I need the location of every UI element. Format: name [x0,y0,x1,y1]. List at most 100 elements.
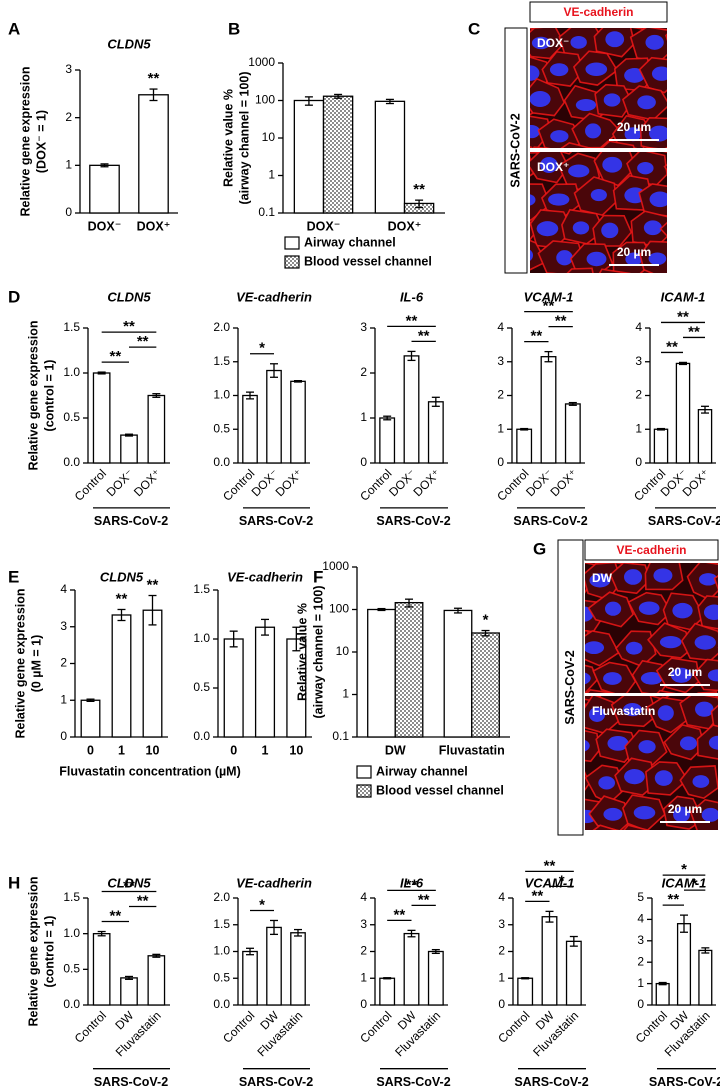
x-tick-label: DOX⁺ [273,466,306,499]
chart-title: IL-6 [400,289,424,304]
cell [639,268,654,273]
nucleus [607,735,629,751]
error-bar [569,935,578,947]
bar [379,417,396,464]
cell [586,688,615,693]
group-label: SARS-CoV-2 [94,1075,168,1089]
y-tick-label: 1.0 [213,388,230,402]
nucleus [585,672,591,685]
header-label: VE-cadherin [563,5,633,19]
significance: ** [148,70,160,87]
x-tick-label: DOX⁻ [523,466,556,499]
group-label: SARS-CoV-2 [513,514,587,528]
nucleus [673,806,690,823]
nucleus [548,193,570,206]
legend-label: Airway channel [304,235,396,249]
y-tick-label: 0.0 [213,455,230,469]
significance: * [692,876,698,893]
bar [367,608,396,738]
y-axis-label: Relative value % [221,89,235,187]
nucleus [643,220,662,236]
x-tick-label: 1 [262,743,269,757]
side-label: SARS-CoV-2 [563,650,577,724]
bar [443,609,473,738]
x-tick-label: DOX⁺ [547,466,580,499]
micrograph [530,152,711,273]
bar [92,933,111,1006]
y-tick-label: 1 [497,421,504,435]
y-axis-label: (control = 1) [42,360,56,432]
nucleus [693,186,711,201]
significance: ** [543,298,555,315]
cell [697,691,718,693]
y-tick-label: 1 [360,410,367,424]
nucleus [657,705,674,721]
error-bar [657,427,665,431]
error-bar [383,977,392,980]
significance: * [259,340,265,357]
nucleus [701,807,718,822]
group-label: SARS-CoV-2 [648,514,720,528]
y-tick-label: 0.5 [193,680,210,694]
y-tick-label: 3 [360,320,367,334]
x-tick-label: Control [495,1008,532,1045]
nucleus [572,221,590,235]
significance: ** [109,907,121,924]
nucleus [694,635,716,650]
nucleus [536,221,559,237]
error-bar [334,93,343,99]
nucleus [624,127,642,142]
tile-label: Fluvastatin [592,704,655,718]
y-axis-label: (airway channel = 100) [237,71,251,204]
significance: * [259,896,265,913]
error-bar [701,405,709,414]
nucleus [664,844,682,856]
significance: ** [555,313,567,330]
header-box [529,1,668,23]
x-tick-label: DOX⁺ [131,466,164,499]
y-axis-label: (control = 1) [42,916,56,988]
legend-label: Airway channel [376,764,468,778]
cell [560,142,592,148]
bar [697,409,713,464]
cell [713,575,718,591]
y-tick-label: 2 [637,954,644,968]
x-tick-label: DOX⁺ [388,219,422,233]
error-bar [568,401,577,406]
cell [646,146,659,148]
panel-letter: E [8,567,19,586]
chart-title: CLDN5 [100,569,144,584]
y-tick-label: 1.0 [63,365,80,379]
error-bar [148,594,157,626]
header-label: VE-cadherin [616,543,686,557]
cell [681,110,720,149]
x-tick-label: Fluvastatin [254,1008,305,1059]
cell [532,146,552,148]
significance: ** [677,308,689,325]
error-bar [701,947,710,954]
y-axis-label: (0 µM = 1) [29,635,43,693]
micrograph [585,563,718,693]
nucleus [623,703,642,717]
legend-label: Blood vessel channel [304,254,432,268]
group-label: SARS-CoV-2 [514,1075,588,1089]
significance: ** [544,857,556,874]
bar [653,428,669,464]
cell [715,696,718,698]
error-bar [229,630,238,648]
scale-bar-label: 20 µm [668,665,702,679]
y-tick-label: 0 [60,729,67,743]
chart-title: ICAM-1 [662,875,707,890]
nucleus [530,249,534,261]
significance: ** [123,877,135,894]
x-tick-label: 10 [146,743,160,757]
nucleus [601,222,619,239]
error-bar [97,371,106,375]
chart-title: CLDN5 [107,289,151,304]
bar [223,638,244,738]
bar [290,380,306,464]
error-bar [377,607,386,612]
nucleus [638,740,656,754]
nucleus [695,842,714,855]
bar [242,394,258,464]
